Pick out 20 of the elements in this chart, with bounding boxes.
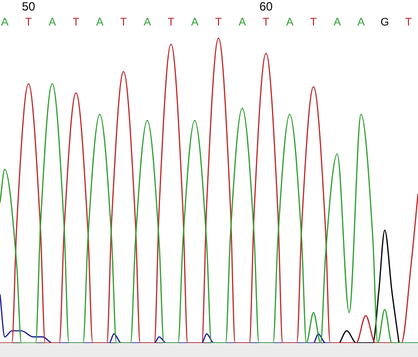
text: T [72, 16, 80, 29]
text: T [120, 16, 128, 29]
text: A [1, 16, 10, 29]
x-tick-label: 60 [259, 0, 273, 14]
text: A [191, 16, 200, 29]
text: T [25, 16, 32, 29]
text: A [286, 16, 294, 29]
text: G [380, 16, 390, 29]
text: T [215, 16, 222, 29]
text: T [168, 16, 175, 29]
text: T [262, 16, 270, 29]
text: A [357, 16, 366, 29]
x-tick-label: 50 [22, 0, 36, 14]
text: A [238, 16, 247, 29]
text: A [96, 16, 104, 29]
text: A [144, 16, 152, 29]
text: A [334, 16, 342, 29]
text: A [48, 16, 57, 29]
text: T [310, 16, 318, 29]
text: T [405, 16, 412, 29]
